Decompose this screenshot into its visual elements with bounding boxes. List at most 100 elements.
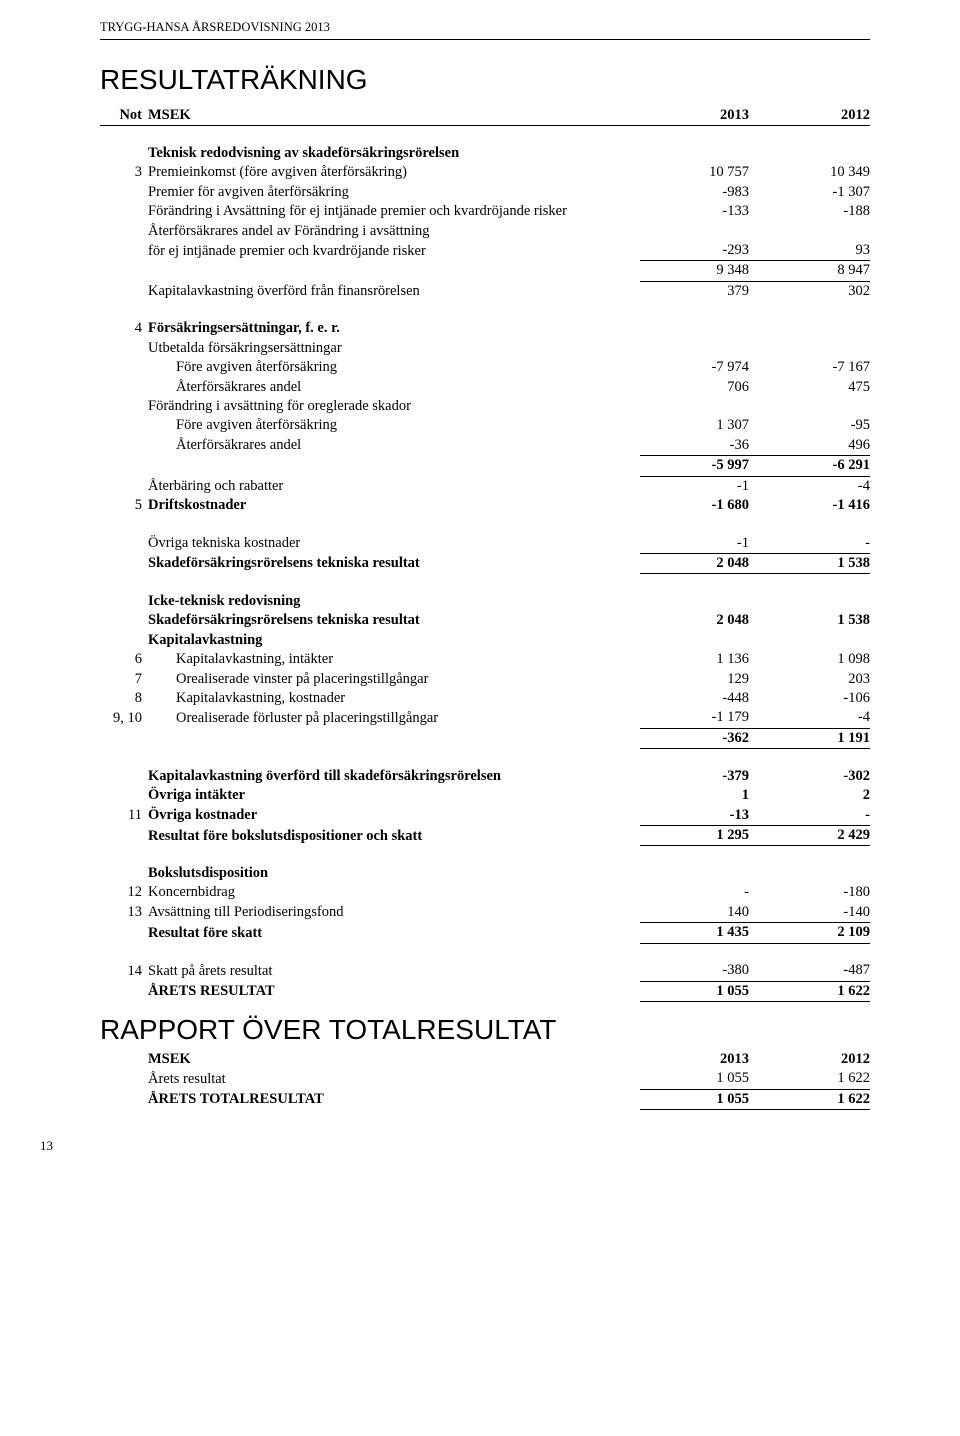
label-cell: Övriga tekniska kostnader <box>148 534 640 554</box>
table-row: Förändring i avsättning för oreglerade s… <box>100 397 870 416</box>
value-2012-cell: 1 538 <box>755 611 870 630</box>
note-cell <box>100 241 148 261</box>
note-cell <box>100 339 148 358</box>
value-2013-cell: 379 <box>640 281 755 301</box>
table-row: Kapitalavkastning överförd från finansrö… <box>100 281 870 301</box>
table-row: Årets resultat1 0551 622 <box>100 1069 870 1089</box>
value-2012-cell: -188 <box>755 202 870 221</box>
value-2013-cell: - <box>640 883 755 902</box>
table-row: 13Avsättning till Periodiseringsfond140-… <box>100 903 870 923</box>
value-2012-cell <box>755 319 870 338</box>
value-2012-cell: 2 109 <box>755 923 870 943</box>
note-cell: 8 <box>100 689 148 708</box>
value-2013-cell: 2 048 <box>640 611 755 630</box>
note-cell: 5 <box>100 496 148 515</box>
value-2012-cell: 2 <box>755 786 870 805</box>
label-cell: Återförsäkrares andel <box>148 378 640 397</box>
value-2013-cell: 1 295 <box>640 826 755 846</box>
value-2013-cell <box>640 397 755 416</box>
table-row: Övriga intäkter12 <box>100 786 870 805</box>
table-row: ÅRETS TOTALRESULTAT1 0551 622 <box>100 1089 870 1109</box>
total-result-table: MSEK20132012Årets resultat1 0551 622ÅRET… <box>100 1050 870 1110</box>
note-cell <box>100 202 148 221</box>
label-cell: Övriga intäkter <box>148 786 640 805</box>
label-cell <box>148 728 640 748</box>
note-cell <box>100 923 148 943</box>
note-cell: 14 <box>100 961 148 981</box>
value-2012-cell: -6 291 <box>755 456 870 476</box>
label-cell: Skadeförsäkringsrörelsens tekniska resul… <box>148 611 640 630</box>
value-2012-cell <box>755 397 870 416</box>
col-y2-header: 2012 <box>755 1050 870 1069</box>
value-2012-cell: 496 <box>755 436 870 456</box>
table-row: Före avgiven återförsäkring-7 974-7 167 <box>100 358 870 377</box>
col-y1-header: 2013 <box>640 1050 755 1069</box>
value-2012-cell: -1 307 <box>755 183 870 202</box>
value-2012-cell: - <box>755 534 870 554</box>
value-2013-cell: 706 <box>640 378 755 397</box>
table-row: 11Övriga kostnader-13- <box>100 806 870 826</box>
note-cell <box>100 767 148 786</box>
value-2013-cell <box>640 144 755 163</box>
label-cell: Övriga kostnader <box>148 806 640 826</box>
col-note-header: Not <box>100 106 148 126</box>
note-cell <box>100 592 148 611</box>
table-row: 9 3488 947 <box>100 261 870 281</box>
value-2012-cell <box>755 631 870 650</box>
table-row: Bokslutsdisposition <box>100 864 870 883</box>
page-title: RESULTATRÄKNING <box>100 64 870 96</box>
table-row: ÅRETS RESULTAT1 0551 622 <box>100 981 870 1001</box>
value-2013-cell: -1 <box>640 476 755 496</box>
table-row: Premier för avgiven återförsäkring-983-1… <box>100 183 870 202</box>
table-row: Återförsäkrares andel706475 <box>100 378 870 397</box>
note-cell <box>100 144 148 163</box>
value-2012-cell: 1 622 <box>755 1069 870 1089</box>
value-2013-cell <box>640 631 755 650</box>
value-2013-cell: -5 997 <box>640 456 755 476</box>
value-2013-cell: 10 757 <box>640 163 755 182</box>
table-row: -3621 191 <box>100 728 870 748</box>
label-cell: Återförsäkrares andel <box>148 436 640 456</box>
label-cell: Icke-teknisk redovisning <box>148 592 640 611</box>
value-2013-cell: 1 435 <box>640 923 755 943</box>
col-note-header <box>100 1050 148 1069</box>
value-2012-cell: 1 538 <box>755 553 870 573</box>
value-2013-cell: -7 974 <box>640 358 755 377</box>
value-2012-cell: -7 167 <box>755 358 870 377</box>
value-2013-cell <box>640 339 755 358</box>
table-row <box>100 516 870 534</box>
page-number: 13 <box>40 1138 870 1154</box>
note-cell <box>100 826 148 846</box>
note-cell <box>100 1089 148 1109</box>
note-cell <box>100 981 148 1001</box>
table-row: 8Kapitalavkastning, kostnader-448-106 <box>100 689 870 708</box>
value-2012-cell: 1 622 <box>755 981 870 1001</box>
note-cell: 12 <box>100 883 148 902</box>
label-cell: Utbetalda försäkringsersättningar <box>148 339 640 358</box>
value-2013-cell: -13 <box>640 806 755 826</box>
value-2012-cell <box>755 592 870 611</box>
income-statement-table: NotMSEK20132012Teknisk redodvisning av s… <box>100 106 870 1002</box>
note-cell: 6 <box>100 650 148 669</box>
table-row: -5 997-6 291 <box>100 456 870 476</box>
value-2012-cell: -95 <box>755 416 870 435</box>
value-2012-cell: 1 191 <box>755 728 870 748</box>
table-row: Resultat före skatt1 4352 109 <box>100 923 870 943</box>
value-2012-cell: -1 416 <box>755 496 870 515</box>
label-cell: ÅRETS TOTALRESULTAT <box>148 1089 640 1109</box>
table-row: Före avgiven återförsäkring1 307-95 <box>100 416 870 435</box>
value-2013-cell: 1 <box>640 786 755 805</box>
table-row: MSEK20132012 <box>100 1050 870 1069</box>
table-row <box>100 749 870 767</box>
label-cell: Kapitalavkastning, intäkter <box>148 650 640 669</box>
value-2013-cell <box>640 592 755 611</box>
value-2012-cell: 93 <box>755 241 870 261</box>
value-2013-cell <box>640 222 755 241</box>
value-2012-cell: -302 <box>755 767 870 786</box>
col-msek-header: MSEK <box>148 106 640 126</box>
note-cell <box>100 436 148 456</box>
label-cell: Skadeförsäkringsrörelsens tekniska resul… <box>148 553 640 573</box>
value-2012-cell <box>755 222 870 241</box>
table-row: 3Premieinkomst (före avgiven återförsäkr… <box>100 163 870 182</box>
table-row: Återbäring och rabatter-1-4 <box>100 476 870 496</box>
